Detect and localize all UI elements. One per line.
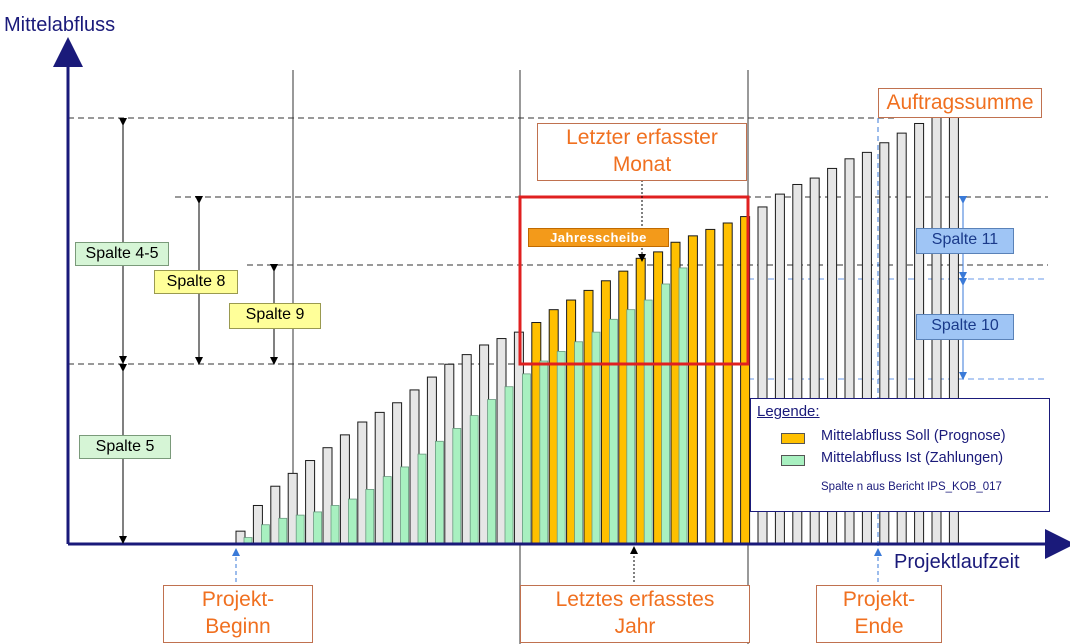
projekt-ende-line1: Projekt- (842, 588, 916, 611)
letztes-jahr-line1: Letztes erfasstes (555, 588, 715, 611)
y-axis-label: Mittelabfluss (4, 14, 116, 36)
bar-ist (504, 386, 514, 545)
bar-soll (687, 235, 698, 545)
bar-ist (400, 466, 410, 545)
projekt-ende-line2: Ende (854, 615, 904, 638)
legend-soll-label: Mittelabfluss Soll (Prognose) (821, 428, 1006, 444)
legend-source: Spalte n aus Bericht IPS_KOB_017 (821, 481, 1002, 493)
bar-ist (278, 517, 288, 545)
bar-ist (313, 511, 323, 545)
bar-ist (522, 373, 531, 545)
bar-soll (722, 222, 733, 545)
auftragssumme-label: Auftragssumme (878, 88, 1042, 118)
bar-ist (626, 309, 636, 545)
bar-ist (382, 476, 392, 545)
projekt-ende-label: Projekt- Ende (816, 585, 942, 643)
bar-soll (705, 228, 716, 545)
bar-ist (365, 489, 375, 545)
bar-ist (487, 399, 497, 545)
x-axis-label: Projektlaufzeit (894, 551, 1020, 573)
bar-ist (347, 498, 357, 545)
projekt-beginn-label: Projekt- Beginn (163, 585, 313, 643)
jahresscheibe-badge: Jahresscheibe (528, 228, 669, 247)
projekt-beginn-line2: Beginn (205, 615, 271, 638)
legend-ist-label: Mittelabfluss Ist (Zahlungen) (821, 450, 1004, 466)
legend-ist-swatch (781, 455, 805, 466)
spalte-8-label: Spalte 8 (154, 270, 238, 294)
letztes-jahr-line2: Jahr (614, 615, 656, 638)
bar-ist (452, 428, 462, 545)
bar-ist (539, 360, 549, 545)
spalte-4-5-label: Spalte 4-5 (75, 242, 169, 266)
bar-ist (609, 318, 618, 545)
bar-ist (469, 415, 479, 545)
spalte-5-label: Spalte 5 (79, 435, 171, 459)
bar-ist (417, 453, 427, 545)
spalte-11-label: Spalte 11 (916, 228, 1014, 254)
bar-ist (574, 341, 583, 545)
bar-ist (434, 440, 444, 545)
letztes-jahr-label: Letztes erfasstes Jahr (520, 585, 750, 643)
legend: Legende: Mittelabfluss Soll (Prognose) M… (750, 398, 1050, 512)
bar-ist (678, 267, 688, 545)
spalte-9-label: Spalte 9 (229, 303, 321, 329)
bar-ist (661, 283, 670, 545)
legend-title: Legende: (757, 403, 820, 420)
bar-ist (643, 299, 653, 545)
spalte-10-label: Spalte 10 (916, 314, 1014, 340)
bar-ist (556, 350, 566, 545)
jahresscheibe-frame (518, 195, 750, 366)
projekt-beginn-line1: Projekt- (201, 588, 275, 611)
letzter-monat-line2: Monat (612, 153, 672, 176)
legend-soll-swatch (781, 433, 805, 444)
bar-ist (330, 505, 340, 545)
letzter-monat-label: Letzter erfasster Monat (537, 123, 747, 181)
bar-ist (295, 514, 305, 545)
bar-ist (260, 524, 270, 545)
letzter-monat-line1: Letzter erfasster (566, 126, 718, 149)
